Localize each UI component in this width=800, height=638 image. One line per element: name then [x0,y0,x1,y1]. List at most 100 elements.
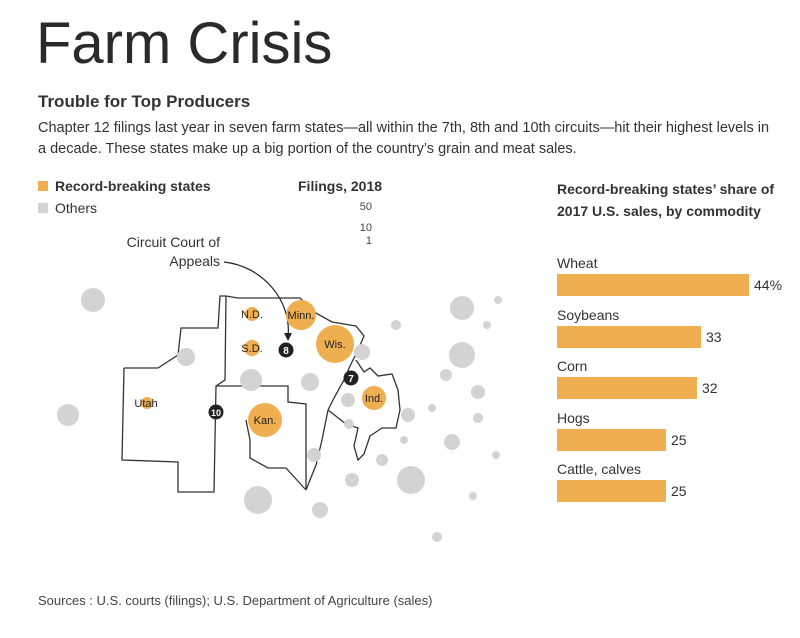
other-state-bubble [432,532,442,542]
state-bubble-north-dakota [245,307,259,321]
bar-category-label: Cattle, calves [557,461,642,477]
bar-track: 32 [557,377,797,399]
bar-category-label: Corn [557,358,588,374]
bar [557,428,666,451]
circuit-number-7: 7 [348,374,354,385]
state-label-utah: Utah [134,398,157,410]
legend-record-breaking: Record-breaking states [38,178,211,194]
other-state-bubble [449,342,475,368]
bar-row: Hogs 25 [557,409,797,451]
state-bubble-indiana [362,386,386,410]
circuit-boundary-10-main [121,367,307,493]
bar-value-label: 44% [754,277,783,293]
circuit-number-10: 10 [211,408,221,418]
circuit-court-label: Circuit Court of Appeals [126,234,220,269]
other-state-bubble [81,288,105,312]
bar [557,480,666,502]
bar-row: Wheat 44% [557,254,797,296]
state-label-ind: Ind. [365,393,383,405]
other-state-bubble [240,369,262,391]
other-state-bubble [450,296,474,320]
bar-category-label: Soybeans [557,306,620,323]
bar-category-label: Wheat [557,255,598,271]
state-label-nd: N.D. [241,309,263,321]
chart-subtitle: Trouble for Top Producers [38,92,251,111]
circuit-boundary-8-inner [215,295,227,387]
other-state-bubble [307,448,321,462]
other-state-bubble [244,486,272,514]
circuit-number-8: 8 [283,346,289,357]
state-bubble-utah [141,397,153,409]
bar-row: Soybeans 33 [557,306,797,348]
bar [557,377,697,399]
annotation-arrow [223,261,289,338]
other-state-bubble [344,419,354,429]
legend-swatch-record [38,181,48,191]
circuit-boundary-8-east [225,295,365,411]
other-state-bubble [341,393,355,407]
legend-others-label: Others [55,200,98,216]
bar-row: Cattle, calves 25 [557,460,797,502]
circuit-boundary-kansas [245,419,307,491]
bar-value-label: 32 [702,380,718,396]
other-state-bubble [345,473,359,487]
state-label-minn: Minn. [288,310,315,322]
other-state-bubble [471,385,485,399]
state-label-wis: Wis. [324,339,345,351]
other-state-bubble [444,434,460,450]
state-label-kan: Kan. [254,415,277,427]
bar-category-label: Hogs [557,409,590,426]
other-state-bubble [469,492,477,500]
others-states [57,288,502,542]
state-bubble-minnesota [286,300,316,330]
bar [557,274,749,296]
state-bubble-south-dakota [244,340,260,356]
record-states [141,300,386,437]
size-legend-value-50: 50 [359,201,372,213]
size-legend-value-1: 1 [365,235,372,247]
bar-track: 44% [557,274,797,296]
size-legend-title: Filings, 2018 [298,178,383,194]
state-bubble-kansas [248,403,282,437]
other-state-bubble [428,404,436,412]
other-state-bubble [401,408,415,422]
chart-description: Chapter 12 filings last year in seven fa… [38,120,770,157]
bar-value-label: 25 [671,431,687,448]
other-state-bubble [483,321,491,329]
bar-track: 25 [557,428,797,451]
legend-record-label: Record-breaking states [55,178,211,194]
bar-row: Corn 32 [557,357,797,399]
page-title: Farm Crisis [36,11,333,76]
other-state-bubble [57,404,79,426]
other-state-bubble [397,466,425,494]
other-state-bubble [312,502,328,518]
circuit-marker-7 [343,370,359,386]
arrow-head-icon [284,333,292,341]
circuit-boundary-10-west [124,295,226,369]
state-bubble-wisconsin [316,325,354,363]
state-label-sd: S.D. [241,343,262,355]
other-state-bubble [354,344,370,360]
source-note: Sources : U.S. courts (filings); U.S. De… [38,593,433,608]
bar-chart-title: Record-breaking states’ share of 2017 U.… [557,181,775,219]
bar [557,325,701,348]
circuit-boundary-7 [327,359,401,462]
other-state-bubble [492,451,500,459]
other-state-bubble [440,369,452,381]
circuit-marker-8 [278,342,294,358]
other-state-bubble [494,296,502,304]
bar-track: 33 [557,325,797,348]
other-state-bubble [473,413,483,423]
legend-swatch-others [38,203,48,213]
other-state-bubble [376,454,388,466]
other-state-bubble [391,320,401,330]
size-legend-value-10: 10 [359,222,372,234]
other-state-bubble [177,348,195,366]
circuit-marker-10 [208,404,224,420]
legend-others: Others [38,200,97,216]
other-state-bubble [400,436,408,444]
bar-value-label: 25 [671,483,687,499]
other-state-bubble [301,373,319,391]
bar-track: 25 [557,480,797,502]
